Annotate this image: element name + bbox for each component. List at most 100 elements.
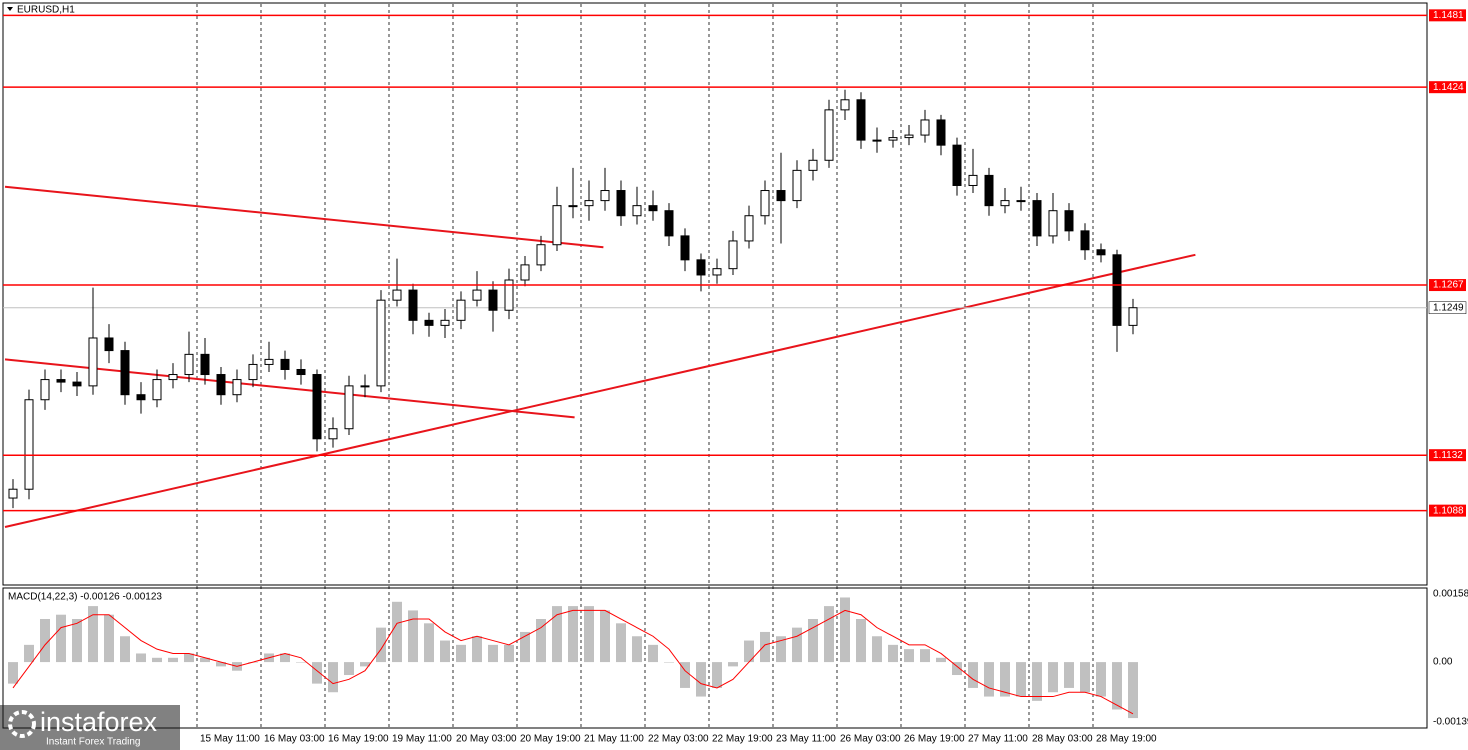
current-price-tag: [1428, 301, 1467, 314]
level-label: 1.1481: [1433, 10, 1464, 21]
candle-body: [1048, 210, 1058, 237]
x-tick-label: 22 May 19:00: [712, 734, 773, 745]
candle-body: [296, 368, 306, 376]
x-tick-label: 28 May 03:00: [1032, 734, 1093, 745]
macd-bar: [1112, 662, 1122, 710]
x-tick-label: 20 May 03:00: [456, 734, 517, 745]
x-tick-label: 21 May 11:00: [584, 734, 644, 745]
macd-bar: [1032, 662, 1042, 701]
candle-body: [200, 353, 210, 376]
candle-body: [168, 374, 178, 381]
macd-bar: [1096, 662, 1106, 697]
macd-bar: [136, 653, 146, 663]
symbol-menu-icon[interactable]: [7, 7, 13, 11]
candle-body: [344, 385, 354, 430]
macd-bar: [184, 653, 194, 663]
price-panel: [2, 2, 1428, 586]
watermark-brand: instaforex: [40, 707, 158, 737]
signal-line: [12, 609, 1134, 715]
candle-body: [680, 235, 690, 261]
macd-bar: [104, 614, 114, 663]
labels-layer: EURUSD,H1 MACD(14,22,3) -0.00126 -0.0012…: [7, 5, 1468, 745]
macd-bar: [1016, 662, 1026, 697]
macd-bar: [776, 636, 786, 663]
macd-bar: [56, 614, 66, 663]
x-tick-label: 23 May 11:00: [776, 734, 836, 745]
candle-body: [408, 289, 418, 321]
macd-bar: [808, 619, 818, 663]
candle-body: [632, 205, 642, 217]
candle-body: [424, 319, 434, 326]
candle-body: [456, 299, 466, 321]
candle-body: [808, 159, 818, 171]
y-tick-label: -0.00139: [1433, 717, 1468, 728]
watermark-bg: [0, 705, 180, 750]
macd-bar: [600, 610, 610, 663]
macd-bar: [968, 662, 978, 688]
candle-body: [536, 244, 546, 266]
watermark-tagline: Instant Forex Trading: [46, 737, 141, 748]
level-label: 1.1267: [1433, 280, 1464, 291]
candle-body: [1000, 200, 1010, 207]
candle-body: [936, 119, 946, 146]
candle-body: [1016, 200, 1026, 203]
macd-bar: [376, 627, 386, 663]
candle-body: [952, 144, 962, 186]
candle-body: [872, 139, 882, 142]
macd-bar: [536, 619, 546, 663]
y-tick-label: 0.00: [1433, 657, 1453, 668]
macd-bar: [472, 636, 482, 663]
candle-body: [520, 264, 530, 281]
macd-bar: [152, 657, 162, 663]
level-tag: [1429, 9, 1466, 22]
candle-body: [328, 428, 338, 440]
macd-bar: [40, 619, 50, 663]
macd-bar: [296, 662, 306, 663]
candle-body: [600, 190, 610, 202]
candle-body: [744, 215, 754, 242]
macd-bar: [760, 631, 770, 663]
macd-bar: [488, 644, 498, 663]
level-label: 1.1132: [1433, 450, 1463, 461]
candle-body: [24, 399, 34, 490]
macd-bar: [792, 627, 802, 663]
candle-body: [776, 190, 786, 202]
candle-body: [88, 337, 98, 387]
x-tick-label: 28 May 19:00: [1096, 734, 1157, 745]
macd-bar: [664, 662, 674, 663]
macd-bar: [424, 623, 434, 663]
candle-body: [376, 299, 386, 387]
level-label: 1.1424: [1433, 82, 1464, 93]
candle-body: [248, 363, 258, 381]
macd-panel: [2, 587, 1428, 729]
candle-body: [184, 353, 194, 376]
candle-body: [824, 109, 834, 161]
macd-bar: [392, 601, 402, 663]
macd-bar: [24, 644, 34, 663]
macd-bar: [8, 662, 18, 684]
candle-body: [440, 319, 450, 326]
macd-bar: [840, 597, 850, 663]
candle-body: [152, 379, 162, 401]
symbol-title: EURUSD,H1: [17, 5, 75, 16]
macd-bar: [1080, 662, 1090, 693]
macd-bar: [824, 606, 834, 663]
macd-bar: [648, 644, 658, 663]
macd-bar: [632, 636, 642, 663]
trend-line: [4, 253, 1196, 529]
macd-bar: [120, 636, 130, 663]
macd-bar: [952, 662, 962, 676]
candle-body: [1064, 210, 1074, 232]
watermark: instaforex Instant Forex Trading: [0, 705, 180, 750]
macd-bar: [456, 644, 466, 663]
candle-body: [840, 99, 850, 111]
candle-body: [648, 205, 658, 212]
candle-body: [1096, 249, 1106, 256]
level-label: 1.1088: [1433, 505, 1464, 516]
level-tag: [1429, 449, 1466, 462]
candle-body: [728, 240, 738, 270]
marks-layer: [3, 14, 1427, 719]
candle-body: [40, 379, 50, 401]
candle-body: [568, 205, 578, 208]
